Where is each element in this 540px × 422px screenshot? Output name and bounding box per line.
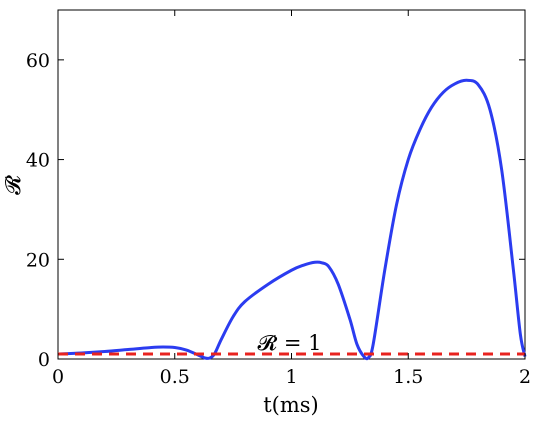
x-tick-label: 0 [52, 366, 64, 388]
y-tick-label: 40 [26, 150, 50, 172]
x-tick-label: 2 [519, 366, 531, 388]
r-curve [57, 78, 527, 361]
y-axis-label: 𝓡 [1, 175, 25, 195]
y-tick-label: 60 [26, 50, 50, 72]
y-tick-label: 20 [26, 249, 50, 271]
x-tick-label: 1.5 [393, 366, 423, 388]
annotation-r-equals-1: 𝓡 = 1 [258, 331, 322, 355]
x-axis-ticks: 0 0.5 1 1.5 2 [52, 10, 531, 388]
x-tick-label: 1 [285, 366, 297, 388]
plot-area [57, 9, 526, 360]
curves [57, 78, 527, 361]
y-axis-ticks: 0 20 40 60 [26, 50, 525, 371]
x-tick-label: 0.5 [160, 366, 190, 388]
x-axis-label: t(ms) [263, 393, 319, 417]
y-tick-label: 0 [38, 349, 50, 371]
